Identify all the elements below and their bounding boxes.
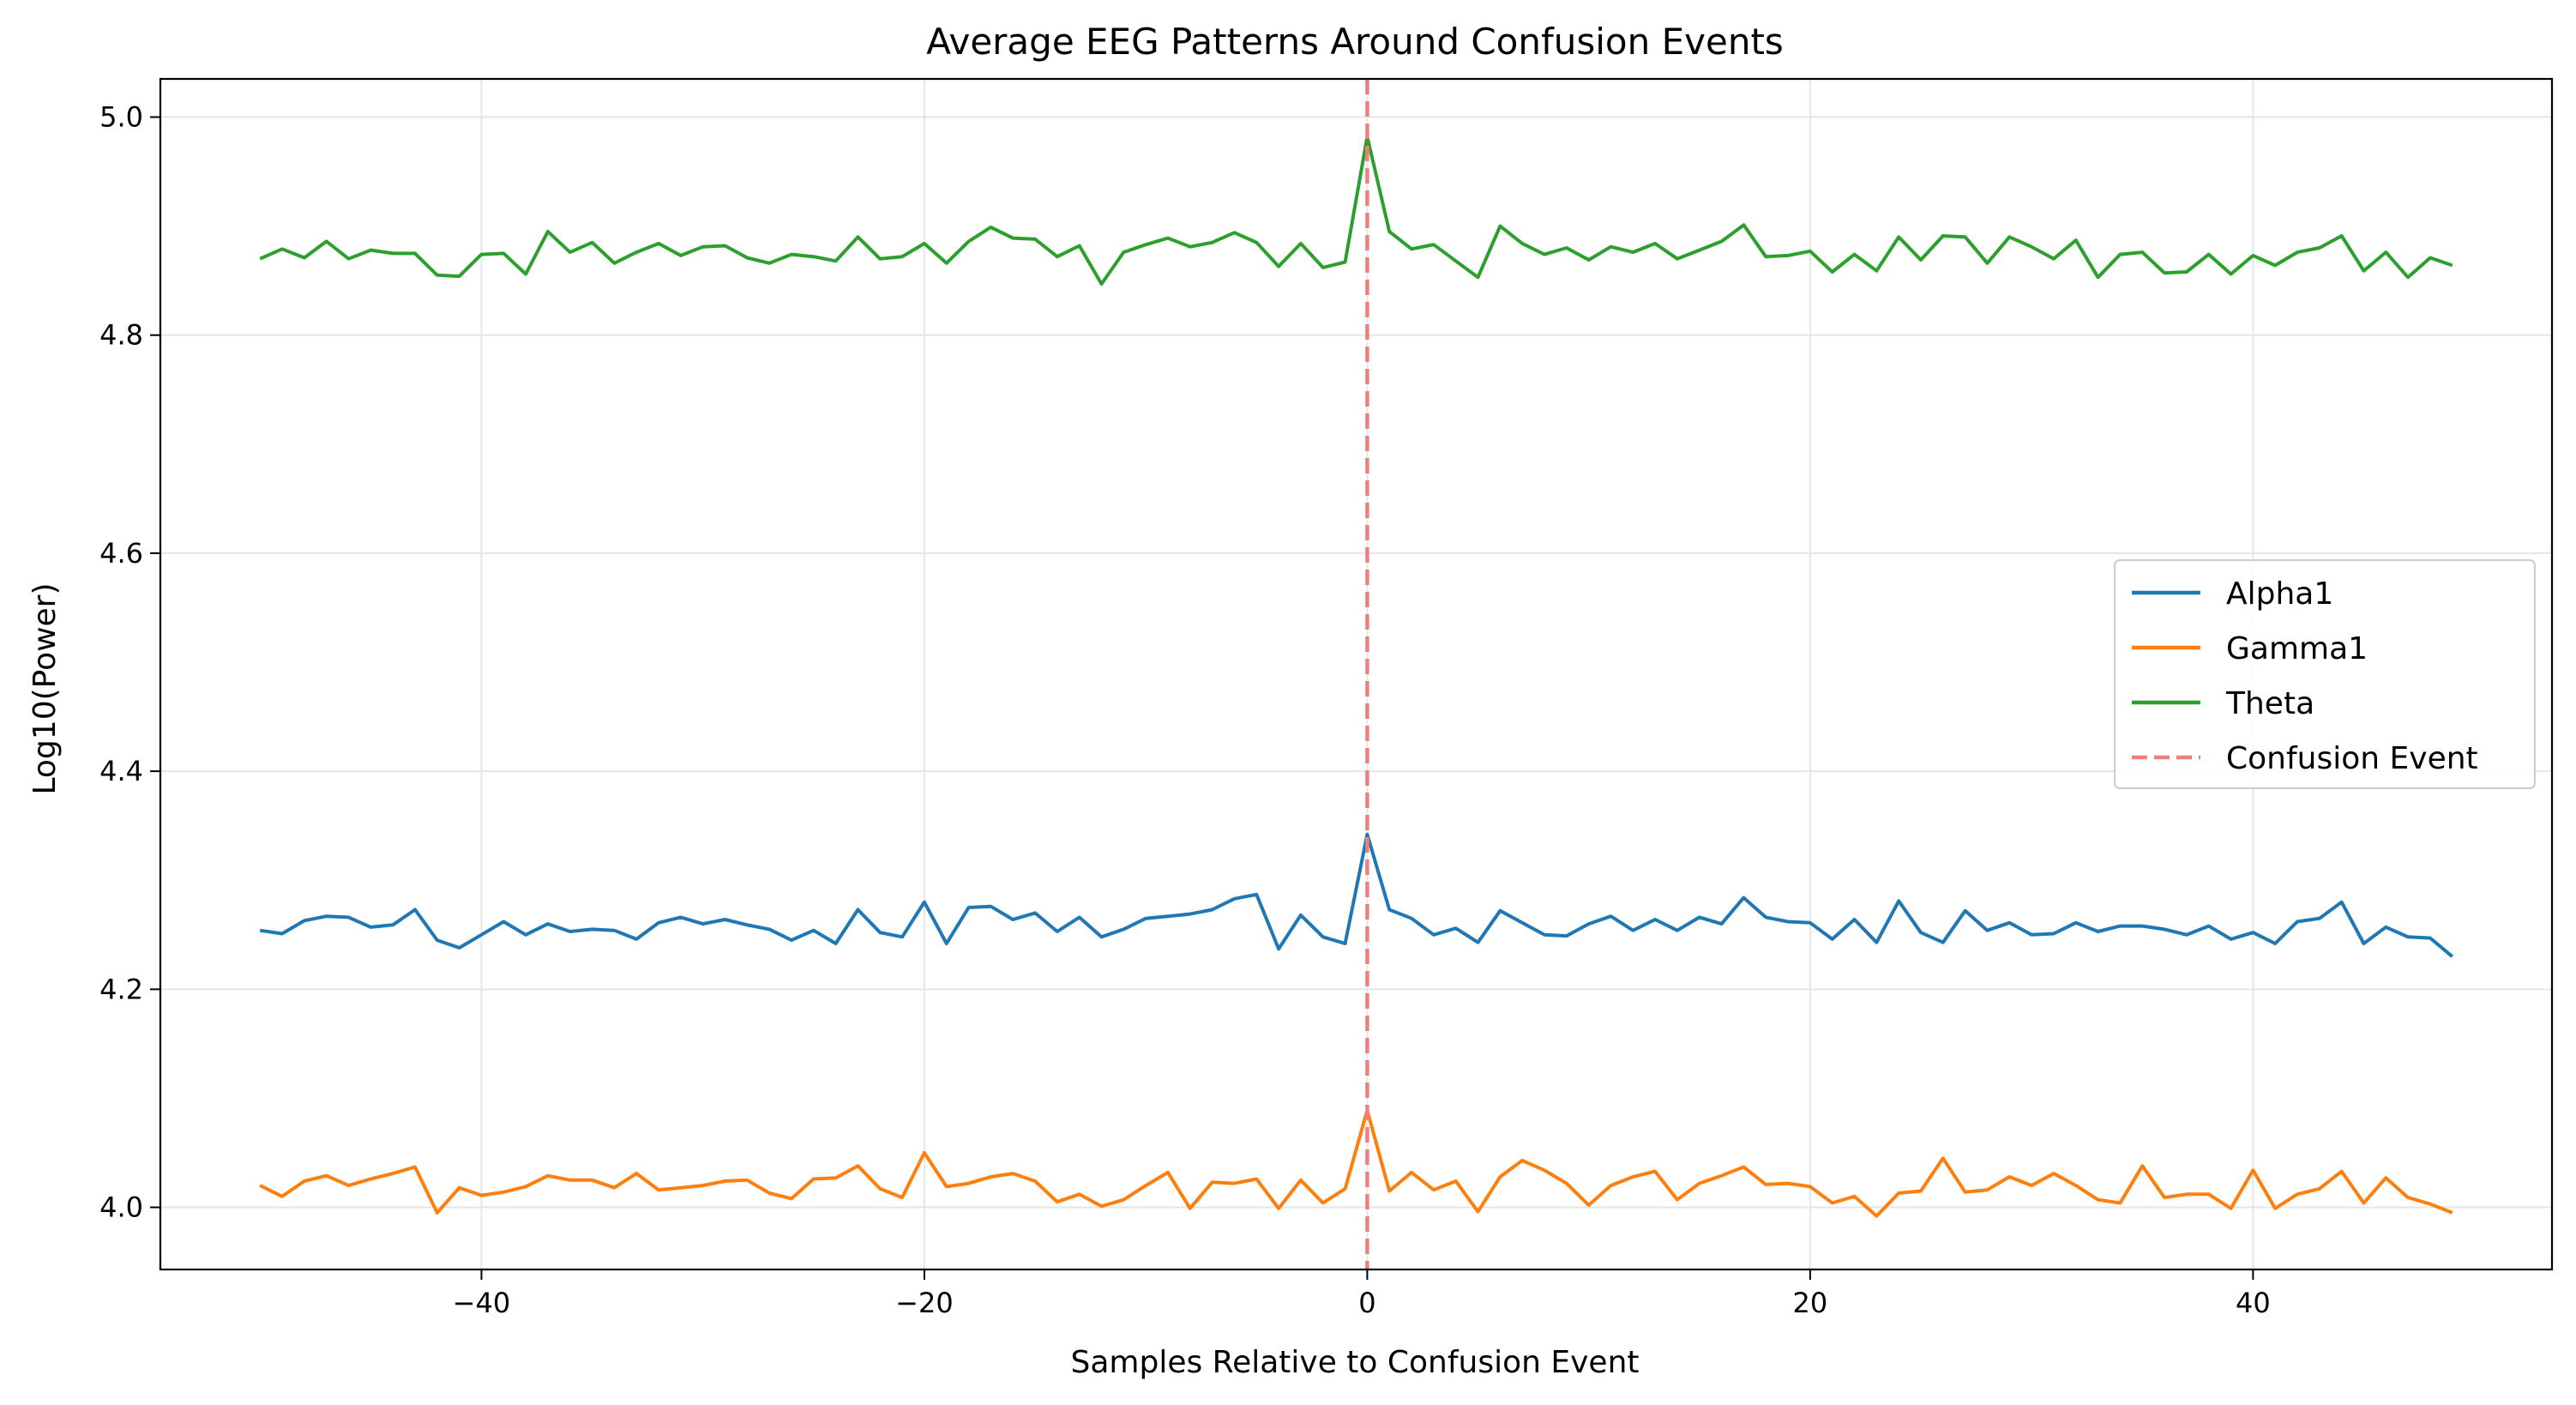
x-tick-label: −40 — [453, 1287, 511, 1319]
x-tick-label: 40 — [2236, 1287, 2271, 1319]
legend-box — [2114, 559, 2536, 789]
series-line-alpha1 — [259, 832, 2454, 958]
series-line-theta — [259, 135, 2453, 286]
chart-title: Average EEG Patterns Around Confusion Ev… — [926, 21, 1784, 63]
legend-label: Confusion Event — [2226, 741, 2478, 776]
y-tick-label: 4.0 — [99, 1191, 143, 1224]
axis-ticks: −40 −20 0 20 40 4.0 4.2 4.4 4.6 4.8 5.0 — [99, 100, 2271, 1319]
y-axis-label: Log10(Power) — [27, 582, 63, 794]
y-tick-label: 4.2 — [99, 973, 143, 1005]
y-tick-label: 4.8 — [99, 319, 143, 352]
y-tick-label: 4.6 — [99, 537, 143, 570]
series-layer — [259, 135, 2454, 1218]
legend-label: Theta — [2225, 686, 2314, 721]
legend-label: Alpha1 — [2226, 576, 2333, 612]
series-line-gamma1 — [259, 1108, 2453, 1218]
legend-label: Gamma1 — [2226, 631, 2368, 666]
x-tick-label: 0 — [1358, 1287, 1375, 1319]
plot-frame — [159, 77, 2554, 1271]
x-tick-label: −20 — [895, 1287, 954, 1319]
x-tick-label: 20 — [1793, 1287, 1828, 1319]
x-axis-label: Samples Relative to Confusion Event — [1070, 1345, 1639, 1380]
y-tick-label: 4.4 — [99, 755, 143, 787]
legend: Alpha1 Gamma1 Theta Confusion Event — [2114, 559, 2536, 789]
y-tick-label: 5.0 — [99, 100, 143, 133]
